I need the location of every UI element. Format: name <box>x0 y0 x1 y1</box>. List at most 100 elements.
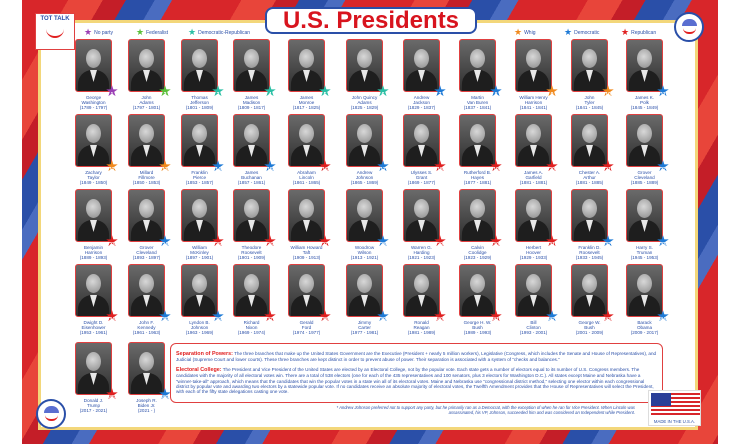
legend-item-whig: ★ Whig <box>514 28 535 37</box>
party-star-icon: ★ 35 <box>158 309 173 324</box>
party-star-icon: ★ 18 <box>433 159 448 174</box>
party-star-icon: ★ 6 <box>376 84 391 99</box>
president-name: Bill Clinton <box>526 320 541 331</box>
president-name: James A. Garfield <box>524 170 543 181</box>
president-caption: Theodore Roosevelt (1901 - 1909) <box>228 245 276 261</box>
president-name: Barack Obama <box>636 320 653 331</box>
smiley-logo-icon <box>674 12 704 42</box>
president-portrait <box>181 114 218 167</box>
president-term: (1981 - 1989) <box>407 330 436 336</box>
party-star-icon: ★ 26 <box>263 234 278 249</box>
president-card: ★ 46 Joseph R. Biden Jr. (2021 - ) <box>123 342 172 414</box>
president-card: ★ 27 William Howard Taft (1909 - 1913) <box>283 189 333 261</box>
president-portrait <box>403 264 440 317</box>
president-term: (1993 - 2001) <box>519 330 548 336</box>
president-number: 13 <box>162 167 168 173</box>
legend-label: No party <box>94 29 113 36</box>
president-portrait <box>571 264 608 317</box>
president-name: Calvin Coolidge <box>468 245 487 256</box>
president-term: (1961 - 1963) <box>132 330 161 336</box>
president-portrait <box>346 114 383 167</box>
party-star-icon: ★ 23 <box>105 234 120 249</box>
made-in-usa-badge: MADE IN THE U.S.A. <box>648 390 701 426</box>
party-star-icon: ★ 29 <box>433 234 448 249</box>
president-number: 45 <box>109 395 115 401</box>
president-name: James Buchanan <box>241 170 262 181</box>
president-name: Andrew Jackson <box>413 95 430 106</box>
star-icon: ★ <box>514 27 523 37</box>
president-number: 21 <box>605 167 611 173</box>
party-star-icon: ★ 15 <box>263 159 278 174</box>
president-portrait <box>571 189 608 242</box>
president-card: ★ 36 Lyndon B. Johnson (1963 - 1969) <box>176 264 226 336</box>
president-number: 12 <box>109 167 115 173</box>
president-caption: James Madison (1809 - 1817) <box>228 95 276 111</box>
party-star-icon: ★ 40 <box>433 309 448 324</box>
president-name: Abraham Lincoln <box>297 170 316 181</box>
president-name: James Madison <box>242 95 261 106</box>
president-card: ★ 11 James K. Polk (1845 - 1849) <box>621 39 670 111</box>
president-term: (1817 - 1825) <box>292 105 321 111</box>
president-number: 40 <box>437 317 443 323</box>
president-card: ★ 6 John Quincy Adams (1825 - 1829) <box>341 39 391 111</box>
president-card: ★ 19 Rutherford B. Hayes (1877 - 1881) <box>454 114 504 186</box>
president-number: 2 <box>163 92 167 98</box>
president-number: 19 <box>493 167 499 173</box>
president-term: (1837 - 1841) <box>463 105 492 111</box>
star-icon: ★ <box>136 27 145 37</box>
president-caption: Grover Cleveland (1893 - 1897) <box>123 245 171 261</box>
president-name: Grover Cleveland <box>136 245 157 256</box>
president-portrait <box>346 264 383 317</box>
president-portrait <box>128 264 165 317</box>
president-caption: John Quincy Adams (1825 - 1829) <box>341 95 389 111</box>
president-caption: Barack Obama (2009 - 2017) <box>621 320 669 336</box>
president-name: Millard Fillmore <box>138 170 155 181</box>
president-portrait <box>233 114 270 167</box>
star-icon: ★ <box>188 27 197 37</box>
president-number: 36 <box>215 317 221 323</box>
president-name: Grover Cleveland <box>634 170 655 181</box>
president-name: John Quincy Adams <box>351 95 378 106</box>
president-name: James Monroe <box>298 95 315 106</box>
president-portrait <box>626 264 663 317</box>
president-number: 29 <box>437 242 443 248</box>
president-card: ★ 14 Franklin Pierce (1853 - 1857) <box>176 114 225 186</box>
president-card: ★ 26 Theodore Roosevelt (1901 - 1909) <box>228 189 278 261</box>
party-star-icon: ★ 9 <box>545 84 560 99</box>
president-number: 8 <box>494 92 498 98</box>
president-card: ★ 41 George H. W. Bush (1989 - 1993) <box>454 264 503 336</box>
president-name: Zachary Taylor <box>85 170 102 181</box>
party-star-icon: ★ 19 <box>489 159 504 174</box>
president-term: (1945 - 1953) <box>630 255 659 261</box>
star-icon: ★ <box>84 27 93 37</box>
president-name: Martin Van Buren <box>466 95 489 106</box>
president-name: Woodrow Wilson <box>354 245 375 256</box>
president-caption: James A. Garfield (1881 - 1881) <box>510 170 558 186</box>
legend-label: Republican <box>631 29 657 36</box>
president-caption: Jimmy Carter (1977 - 1981) <box>341 320 389 336</box>
president-name: Franklin Pierce <box>191 170 208 181</box>
president-portrait <box>128 114 165 167</box>
president-portrait <box>181 264 218 317</box>
party-star-icon: ★ 31 <box>545 234 560 249</box>
president-portrait <box>233 264 270 317</box>
made-in-usa-text: MADE IN THE U.S.A. <box>653 419 696 424</box>
president-portrait <box>288 189 325 242</box>
president-caption: Calvin Coolidge (1923 - 1929) <box>454 245 502 261</box>
president-term: (2017 - 2021) <box>79 408 108 414</box>
president-portrait <box>515 114 552 167</box>
party-star-icon: ★ 39 <box>376 309 391 324</box>
party-star-icon: ★ 27 <box>318 234 333 249</box>
president-term: (1893 - 1897) <box>132 255 161 261</box>
president-portrait <box>626 189 663 242</box>
party-star-icon: ★ 10 <box>601 84 616 99</box>
president-caption: Zachary Taylor (1849 - 1850) <box>70 170 118 186</box>
president-term: (1901 - 1909) <box>237 255 266 261</box>
president-card: ★ 42 Bill Clinton (1993 - 2001) <box>510 264 559 336</box>
president-caption: Franklin D. Roosevelt (1933 - 1945) <box>566 245 614 261</box>
president-number: 24 <box>162 242 168 248</box>
president-caption: Gerald Ford (1974 - 1977) <box>283 320 331 336</box>
president-portrait <box>128 39 165 92</box>
president-portrait <box>346 39 383 92</box>
party-star-icon: ★ 36 <box>211 309 226 324</box>
